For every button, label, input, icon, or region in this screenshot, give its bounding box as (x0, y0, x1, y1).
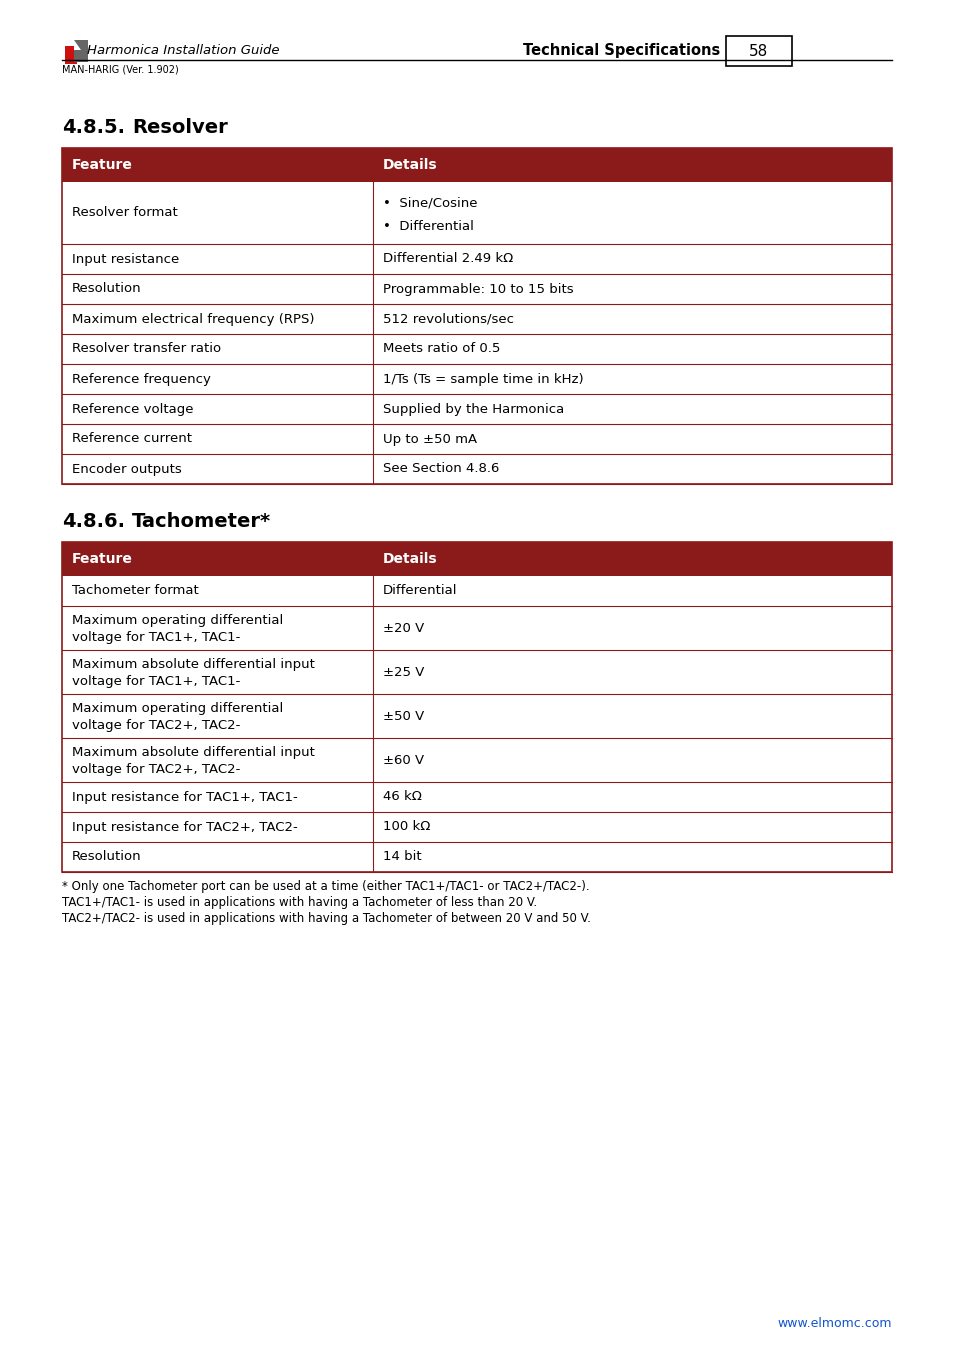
Bar (62, 541, 891, 872)
Bar (62, 694, 891, 738)
Text: 100 kΩ: 100 kΩ (383, 821, 430, 833)
Text: ±20 V: ±20 V (383, 621, 424, 634)
Bar (62, 738, 891, 782)
Bar (62, 244, 891, 274)
Bar (62, 576, 891, 606)
Bar (62, 454, 891, 485)
Text: Programmable: 10 to 15 bits: Programmable: 10 to 15 bits (383, 282, 574, 296)
Text: Meets ratio of 0.5: Meets ratio of 0.5 (383, 343, 500, 355)
Text: Resolution: Resolution (71, 282, 141, 296)
Bar (62, 424, 891, 454)
Bar (62, 333, 891, 364)
Text: Resolution: Resolution (71, 850, 141, 864)
Text: Maximum absolute differential input
voltage for TAC1+, TAC1-: Maximum absolute differential input volt… (71, 657, 314, 688)
Text: TAC2+/TAC2- is used in applications with having a Tachometer of between 20 V and: TAC2+/TAC2- is used in applications with… (62, 913, 590, 925)
Text: •  Differential: • Differential (383, 220, 474, 234)
Bar (62, 394, 891, 424)
Text: Maximum operating differential
voltage for TAC1+, TAC1-: Maximum operating differential voltage f… (71, 614, 283, 644)
Bar (62, 304, 891, 333)
Text: 46 kΩ: 46 kΩ (383, 791, 421, 803)
Text: Technical Specifications: Technical Specifications (522, 43, 720, 58)
Text: Differential 2.49 kΩ: Differential 2.49 kΩ (383, 252, 513, 266)
Text: Maximum electrical frequency (RPS): Maximum electrical frequency (RPS) (71, 312, 314, 325)
Bar (74, 40, 88, 62)
Text: Resolver: Resolver (132, 117, 228, 136)
Text: Encoder outputs: Encoder outputs (71, 463, 182, 475)
Text: Details: Details (383, 552, 437, 566)
Text: Reference current: Reference current (71, 432, 192, 446)
Text: Up to ±50 mA: Up to ±50 mA (383, 432, 476, 446)
Text: 58: 58 (749, 43, 768, 58)
Text: Resolver transfer ratio: Resolver transfer ratio (71, 343, 221, 355)
Text: Input resistance for TAC2+, TAC2-: Input resistance for TAC2+, TAC2- (71, 821, 297, 833)
Text: Tachometer*: Tachometer* (132, 512, 271, 531)
Text: Input resistance: Input resistance (71, 252, 179, 266)
Text: TAC1+/TAC1- is used in applications with having a Tachometer of less than 20 V.: TAC1+/TAC1- is used in applications with… (62, 896, 537, 909)
Text: Resolver format: Resolver format (71, 207, 177, 220)
Bar (62, 274, 891, 304)
Text: Supplied by the Harmonica: Supplied by the Harmonica (383, 402, 564, 416)
Bar (65, 46, 77, 63)
Text: MAN-HARIG (Ver. 1.902): MAN-HARIG (Ver. 1.902) (62, 65, 178, 76)
Text: Reference frequency: Reference frequency (71, 373, 211, 386)
Bar (62, 606, 891, 649)
Bar (62, 148, 891, 182)
Bar (62, 649, 891, 694)
Text: Feature: Feature (71, 158, 132, 171)
Bar (62, 148, 891, 485)
Text: Input resistance for TAC1+, TAC1-: Input resistance for TAC1+, TAC1- (71, 791, 297, 803)
Bar (62, 364, 891, 394)
Text: See Section 4.8.6: See Section 4.8.6 (383, 463, 499, 475)
Bar (62, 541, 891, 576)
Text: ±25 V: ±25 V (383, 666, 424, 679)
Bar (725, 36, 791, 66)
Polygon shape (74, 40, 81, 50)
Bar (62, 842, 891, 872)
Text: •  Sine/Cosine: • Sine/Cosine (383, 196, 477, 209)
Text: Maximum operating differential
voltage for TAC2+, TAC2-: Maximum operating differential voltage f… (71, 702, 283, 732)
Text: Details: Details (383, 158, 437, 171)
Text: Harmonica Installation Guide: Harmonica Installation Guide (87, 45, 279, 58)
Text: Maximum absolute differential input
voltage for TAC2+, TAC2-: Maximum absolute differential input volt… (71, 747, 314, 776)
Text: 1/Ts (Ts = sample time in kHz): 1/Ts (Ts = sample time in kHz) (383, 373, 583, 386)
Bar (62, 811, 891, 842)
Text: Tachometer format: Tachometer format (71, 585, 198, 598)
Text: 14 bit: 14 bit (383, 850, 421, 864)
Text: ±60 V: ±60 V (383, 753, 424, 767)
Bar (62, 182, 891, 244)
Text: 512 revolutions/sec: 512 revolutions/sec (383, 312, 514, 325)
Text: Reference voltage: Reference voltage (71, 402, 193, 416)
Text: ±50 V: ±50 V (383, 710, 424, 722)
Text: Differential: Differential (383, 585, 457, 598)
Text: 4.8.5.: 4.8.5. (62, 117, 125, 136)
Text: Feature: Feature (71, 552, 132, 566)
Text: 4.8.6.: 4.8.6. (62, 512, 125, 531)
Bar (62, 782, 891, 811)
Text: www.elmomc.com: www.elmomc.com (777, 1318, 891, 1330)
Text: * Only one Tachometer port can be used at a time (either TAC1+/TAC1- or TAC2+/TA: * Only one Tachometer port can be used a… (62, 880, 589, 892)
